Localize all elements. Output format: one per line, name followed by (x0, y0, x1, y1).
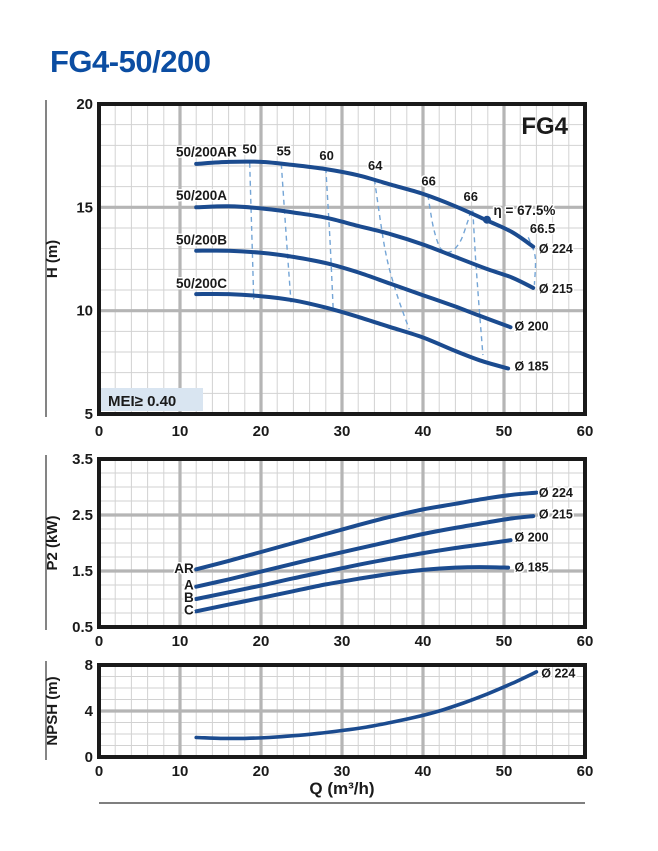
y-tick-label: 0.5 (72, 619, 93, 636)
series-badge: FG4 (521, 113, 568, 140)
chart-npsh-m-: Ø 224 0 10 20 30 40 50 60 0 4 8 NPSH (m) Q (m³/h) (44, 657, 593, 798)
efficiency-contour-50-0 (249, 162, 255, 300)
x-tick-label: 0 (95, 633, 103, 650)
x-axis-ticks: 0 10 20 30 40 50 60 (95, 423, 594, 440)
y-axis-title: NPSH (m) (44, 676, 61, 745)
efficiency-contour-66_5-6 (527, 237, 537, 285)
x-tick-label: 0 (95, 763, 103, 780)
y-tick-label: 1.5 (72, 563, 93, 580)
efficiency-value-label: 50 (242, 142, 256, 157)
x-tick-label: 20 (253, 763, 270, 780)
efficiency-contour-66-5 (472, 210, 484, 356)
x-tick-label: 60 (577, 763, 594, 780)
y-tick-label: 4 (85, 703, 94, 720)
efficiency-contour-64-3 (373, 179, 410, 330)
efficiency-value-label: 55 (276, 144, 290, 159)
efficiency-value-label: 66 (464, 189, 478, 204)
efficiency-contour-55-1 (280, 163, 292, 303)
y-tick-label: 8 (85, 657, 93, 674)
mei-badge-box (101, 388, 203, 411)
plot-border (97, 457, 587, 629)
x-tick-label: 30 (334, 763, 351, 780)
impeller-diameter-label: Ø 215 (539, 507, 573, 521)
curve-name-label: 50/200C (176, 276, 227, 291)
curve-name-label: 50/200B (176, 233, 227, 248)
efficiency-value-label: 66 (421, 174, 435, 189)
page-title: FG4-50/200 (50, 44, 211, 79)
y-tick-label: 10 (76, 303, 93, 320)
x-tick-label: 20 (253, 633, 270, 650)
curve-50200A (194, 204, 536, 290)
y-tick-label: 2.5 (72, 507, 93, 524)
y-axis-ticks: 0.5 1.5 2.5 3.5 (72, 451, 93, 636)
impeller-diameter-label: Ø 224 (539, 242, 573, 256)
impeller-diameter-label: Ø 200 (515, 319, 549, 333)
y-tick-label: 20 (76, 96, 93, 113)
y-axis-ticks: 5 10 15 20 (76, 96, 93, 423)
x-tick-label: 40 (415, 633, 432, 650)
x-tick-label: 10 (172, 763, 189, 780)
x-axis-ticks: 0 10 20 30 40 50 60 (95, 763, 594, 780)
x-tick-label: 10 (172, 633, 189, 650)
curve-name-label: AR (174, 561, 194, 576)
curve-C (194, 565, 511, 614)
efficiency-value-label: 64 (368, 158, 383, 173)
x-tick-label: 10 (172, 423, 189, 440)
curve-B (194, 538, 513, 601)
y-tick-label: 3.5 (72, 451, 93, 468)
curve-name-label: 50/200AR (176, 145, 237, 160)
impeller-diameter-label: Ø 185 (515, 360, 549, 374)
x-tick-label: 30 (334, 423, 351, 440)
x-tick-label: 50 (496, 423, 513, 440)
curve-A (194, 514, 536, 589)
efficiency-value-label: 60 (319, 148, 333, 163)
curve-name-label: 50/200A (176, 188, 227, 203)
y-tick-label: 0 (85, 749, 93, 766)
x-tick-label: 0 (95, 423, 103, 440)
best-efficiency-point (482, 215, 491, 224)
impeller-diameter-label: Ø 215 (539, 282, 573, 296)
curve-50200AR (194, 159, 536, 249)
x-tick-label: 40 (415, 763, 432, 780)
bep-efficiency-label: η = 67.5% (493, 203, 555, 218)
grid-major (99, 104, 585, 414)
x-tick-label: 60 (577, 423, 594, 440)
efficiency-contour-66-4 (427, 194, 472, 254)
x-tick-label: 60 (577, 633, 594, 650)
curve-name-label: C (184, 603, 194, 618)
curve-AR (194, 490, 539, 572)
chart-p2-kw-: AR Ø 224 A Ø 215 B Ø 200 C Ø 185 0 10 20 30 40 50 60 0.… (44, 451, 593, 650)
curve-name-label: A (184, 577, 194, 592)
efficiency-contour-60-2 (325, 168, 334, 308)
x-tick-label: 50 (496, 763, 513, 780)
x-tick-label: 50 (496, 633, 513, 650)
curve-224 (194, 670, 539, 741)
efficiency-value-label: 66.5 (530, 221, 555, 236)
chart-h-m-: 50/200AR Ø 224 50/200A Ø 215 50/200B Ø 200 50/… (44, 96, 593, 440)
impeller-diameter-label: Ø 224 (541, 667, 575, 681)
x-tick-label: 40 (415, 423, 432, 440)
plot-border (97, 663, 587, 759)
impeller-diameter-label: Ø 185 (515, 561, 549, 575)
plot-border (97, 102, 587, 416)
x-axis-title: Q (m³/h) (309, 779, 374, 798)
y-tick-label: 5 (85, 406, 93, 423)
impeller-diameter-label: Ø 224 (539, 486, 573, 500)
y-axis-title: P2 (kW) (44, 515, 61, 570)
y-axis-title: H (m) (44, 240, 61, 278)
y-axis-ticks: 0 4 8 (85, 657, 94, 766)
y-tick-label: 15 (76, 199, 93, 216)
curve-50200C (194, 291, 511, 371)
curve-50200B (194, 248, 513, 330)
curve-name-label: B (184, 590, 194, 605)
x-tick-label: 30 (334, 633, 351, 650)
x-axis-ticks: 0 10 20 30 40 50 60 (95, 633, 594, 650)
impeller-diameter-label: Ø 200 (515, 530, 549, 544)
grid-major (99, 665, 585, 757)
mei-badge-label: MEI≥ 0.40 (108, 393, 176, 410)
x-tick-label: 20 (253, 423, 270, 440)
